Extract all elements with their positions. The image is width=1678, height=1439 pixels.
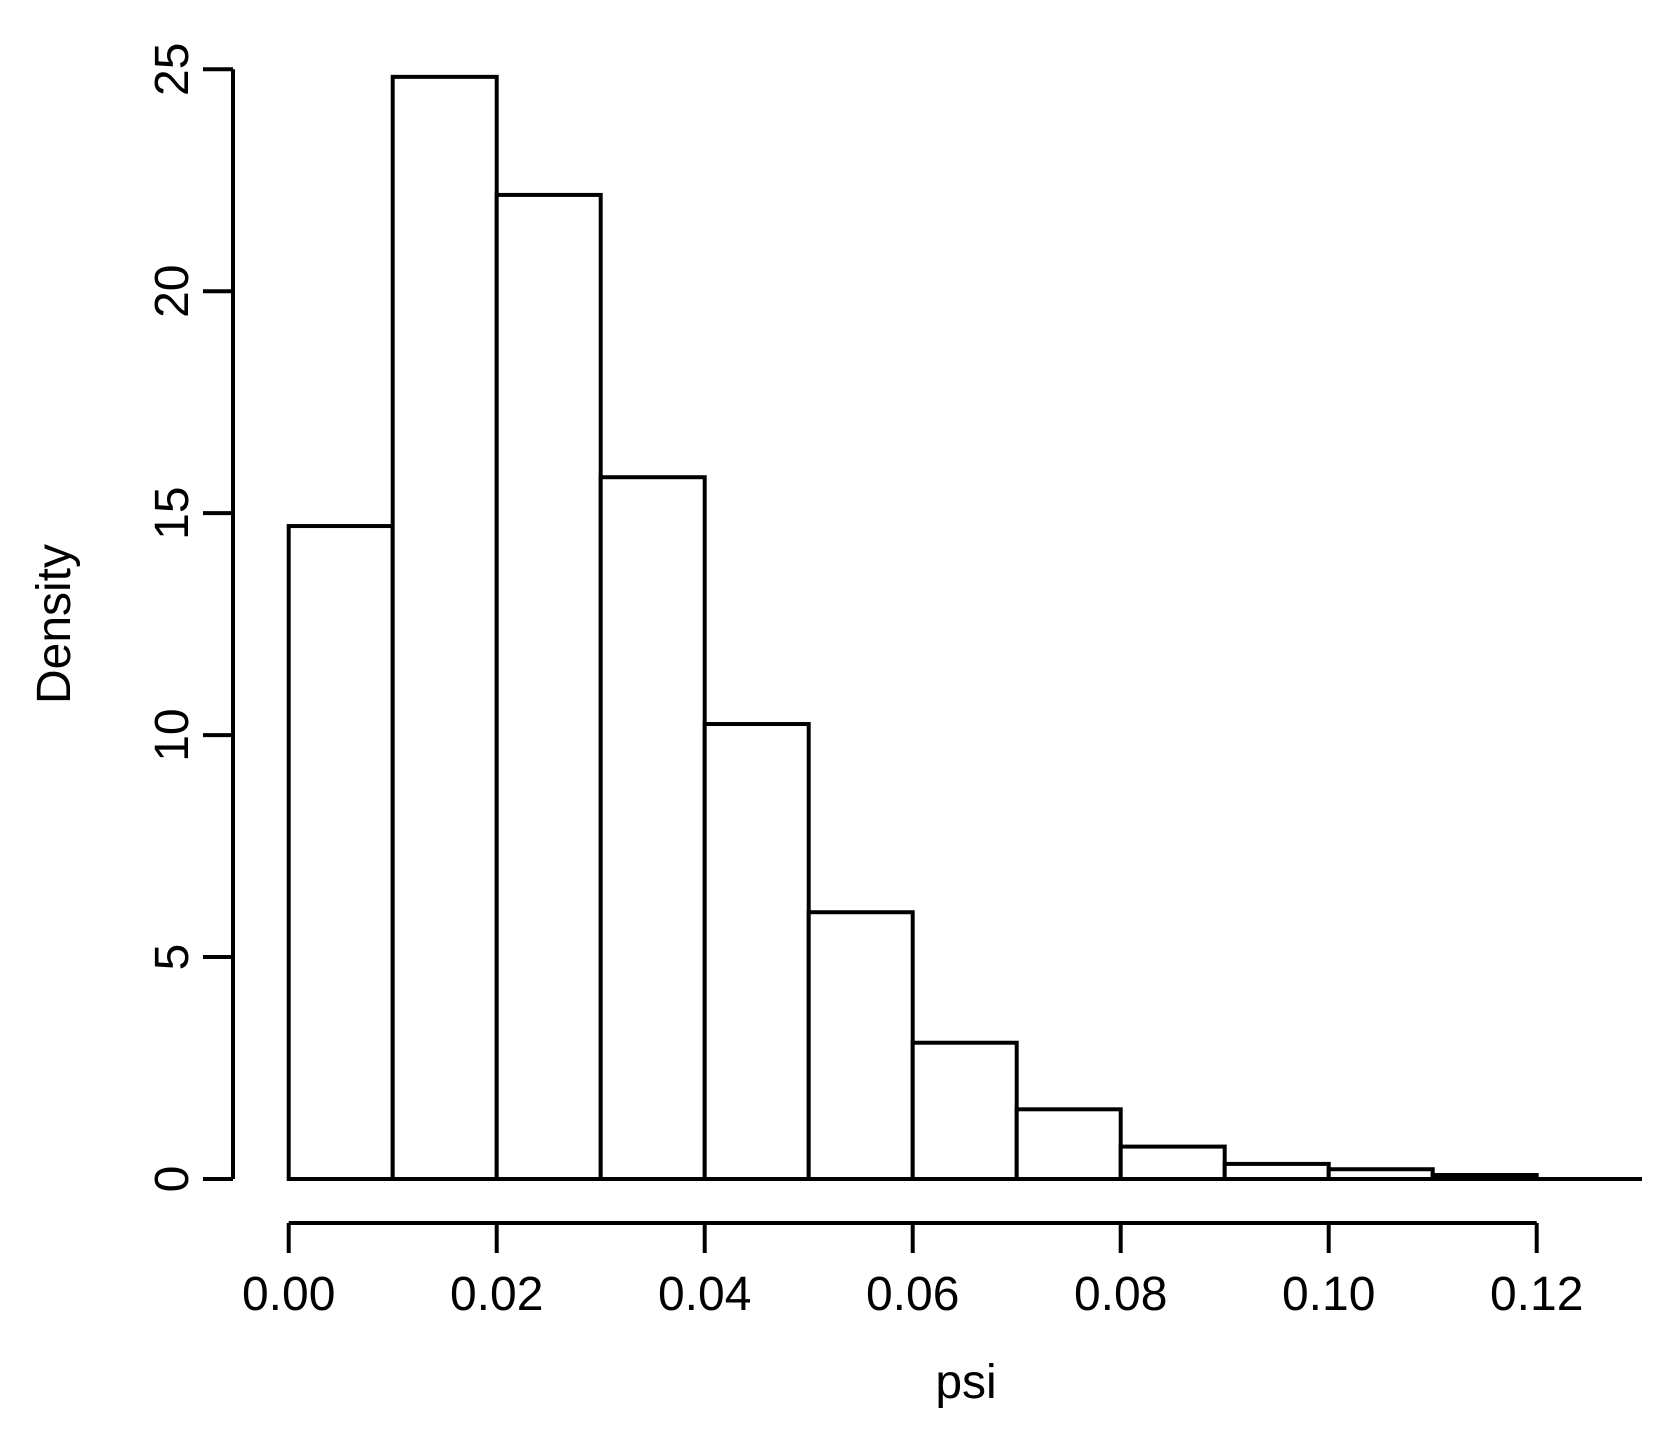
histogram-bar: [390, 74, 499, 1182]
histogram-bar: [702, 722, 811, 1181]
x-tick-label: 0.12: [1490, 1268, 1583, 1321]
y-tick-label: 0: [146, 1166, 199, 1193]
x-axis-title: psi: [935, 1356, 996, 1409]
y-tick-label: 5: [146, 944, 199, 971]
histogram-bars: [286, 74, 1539, 1182]
histogram-bar: [806, 910, 915, 1182]
histogram-bar: [494, 192, 603, 1182]
histogram-bar: [910, 1040, 1019, 1182]
y-tick-label: 25: [146, 43, 199, 96]
histogram-bar: [1014, 1107, 1123, 1181]
y-tick-label: 20: [146, 265, 199, 318]
x-tick-label: 0.00: [242, 1268, 335, 1321]
histogram-bar: [598, 475, 707, 1181]
x-axis: 0.00 0.02 0.04 0.06 0.08 0.10 0.12: [242, 1221, 1583, 1321]
histogram-bar: [1222, 1161, 1331, 1182]
x-tick-label: 0.10: [1282, 1268, 1375, 1321]
y-tick-label: 10: [146, 708, 199, 761]
x-tick-label: 0.04: [658, 1268, 751, 1321]
x-tick-label: 0.08: [1074, 1268, 1167, 1321]
y-tick-label: 15: [146, 486, 199, 539]
y-axis-title: Density: [28, 544, 81, 704]
x-tick-label: 0.06: [866, 1268, 959, 1321]
y-axis: 0 5 10 15 20 25: [146, 43, 235, 1193]
histogram-bar: [1118, 1144, 1227, 1182]
x-tick-label: 0.02: [450, 1268, 543, 1321]
histogram-bar: [286, 524, 395, 1181]
